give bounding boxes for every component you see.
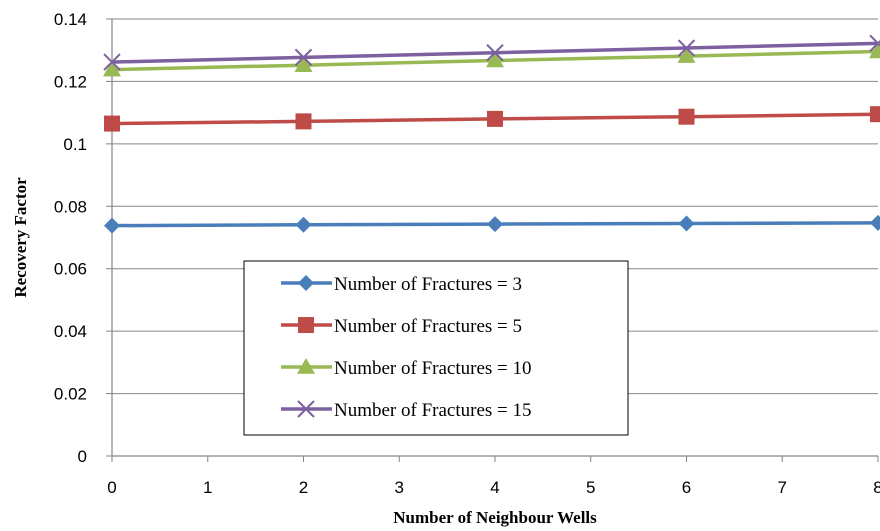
data-point [677,39,696,57]
legend-item: Number of Fractures = 15 [281,400,532,421]
legend-marker [298,275,314,291]
x-tick-label: 0 [107,478,116,497]
x-axis-title: Number of Neighbour Wells [393,508,597,527]
data-point [103,60,121,77]
x-tick-label: 6 [682,478,691,497]
y-tick-label: 0.12 [54,72,87,91]
series-3 [103,42,880,77]
legend-marker [297,358,315,374]
legend-label: Number of Fractures = 15 [334,400,532,421]
series-group [103,34,880,234]
y-axis-title: Recovery Factor [11,177,30,298]
series-4 [103,34,880,71]
y-tick-label: 0.14 [54,10,87,29]
series-1 [104,214,880,234]
tick-labels: 0 0.02 0.04 0.06 0.08 0.1 0.12 0.14 0 1 2 3 4 5 6 7 8 [54,10,880,497]
legend-item: Number of Fractures = 5 [281,316,522,337]
x-tick-label: 3 [395,478,404,497]
x-marker-stroke [294,48,313,67]
data-point [869,42,880,59]
y-tick-label: 0.1 [63,135,87,154]
data-point [104,115,120,132]
y-tick-label: 0.08 [54,197,87,216]
x-marker-stroke [677,39,696,57]
legend: Number of Fractures = 3 Number of Fractur… [243,260,629,436]
legend-marker [298,317,314,333]
data-point [678,108,695,125]
x-tick-label: 5 [586,478,595,497]
y-tick-label: 0.04 [54,322,87,341]
legend-item: Number of Fractures = 3 [281,274,522,295]
data-point [677,47,696,63]
x-tick-label: 7 [778,478,787,497]
legend-item: Number of Fractures = 10 [281,358,532,379]
data-point [678,215,695,232]
data-point [294,56,313,72]
data-point [869,34,880,53]
y-tick-label: 0 [78,447,87,466]
data-point [486,51,504,68]
data-point [294,48,313,67]
x-tick-label: 4 [490,478,499,497]
data-point [487,216,503,233]
series-2 [104,106,880,132]
x-marker-stroke [486,44,504,62]
data-point [870,106,880,123]
x-tick-label: 8 [873,478,880,497]
y-tick-label: 0.06 [54,260,87,279]
data-point [486,44,504,62]
data-point [295,113,312,130]
x-tick-label: 1 [203,478,212,497]
data-point [487,110,503,127]
data-point [295,216,312,233]
axes [106,18,879,462]
y-tick-label: 0.02 [54,385,87,404]
x-marker-stroke [103,53,121,71]
legend-marker [297,400,315,418]
legend-label: Number of Fractures = 10 [334,358,532,379]
data-point [870,214,880,231]
x-marker-stroke [869,39,880,53]
data-point [104,217,120,234]
data-point [103,53,121,71]
legend-label: Number of Fractures = 3 [334,274,522,295]
x-marker-stroke [297,400,315,418]
legend-label: Number of Fractures = 5 [334,316,522,337]
x-tick-label: 2 [299,478,308,497]
